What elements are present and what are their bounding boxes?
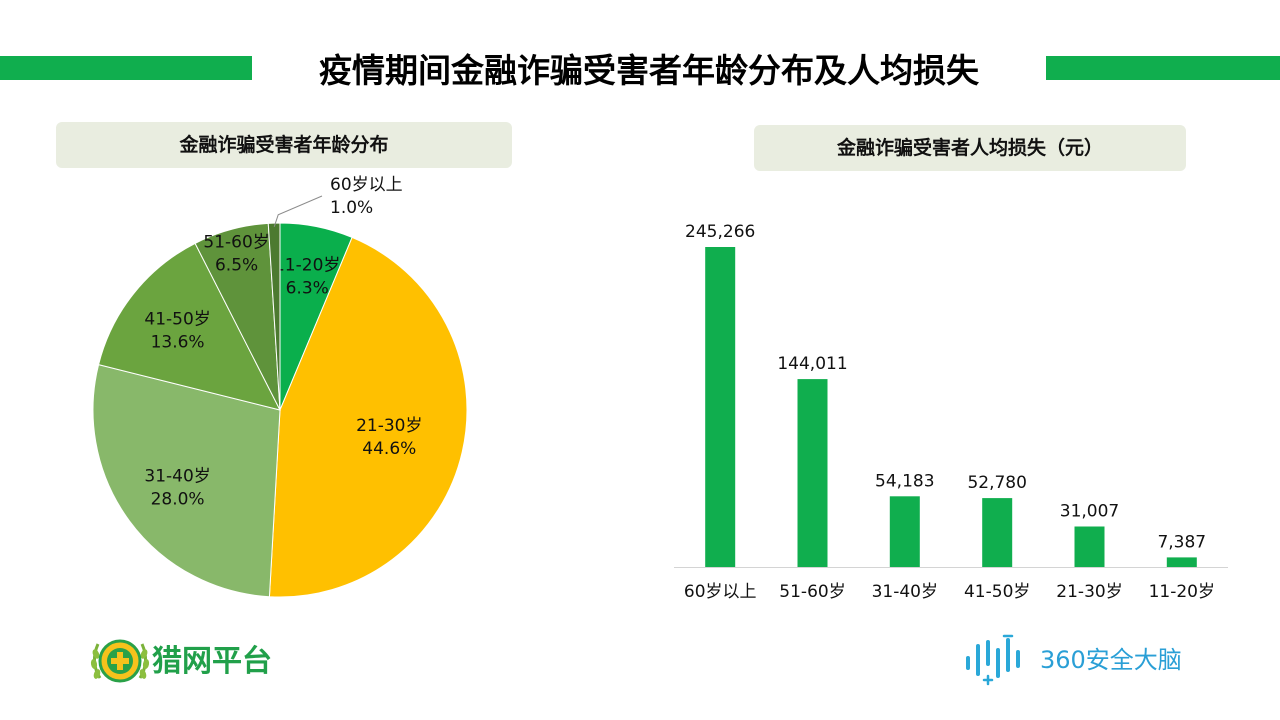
bar-value-label-31-40: 54,183 (875, 471, 934, 491)
bar-category-label-41-50: 41-50岁 (964, 582, 1030, 602)
pie-value-31-40: 28.0% (151, 489, 205, 509)
pie-value-11-20: 6.3% (286, 278, 329, 298)
pie-value-21-30: 44.6% (362, 439, 416, 459)
bar-31-40 (889, 496, 920, 567)
title-bar-right-decoration (1046, 56, 1280, 80)
pie-label-21-30: 21-30岁 (356, 416, 422, 436)
pie-slice-31-40 (92, 364, 281, 598)
bar-11-20 (1166, 557, 1197, 567)
brain-logo-text: 360安全大脑 (1040, 646, 1182, 674)
bar-60-plus (705, 247, 736, 567)
pie-slice-41-50 (97, 242, 281, 411)
bar-category-label-51-60: 51-60岁 (779, 582, 845, 602)
pie-label-51-60: 51-60岁 (203, 232, 269, 252)
pie-value-41-50: 13.6% (151, 333, 205, 353)
pie-leader-line-60-plus (273, 195, 323, 227)
bar-category-label-31-40: 31-40岁 (872, 582, 938, 602)
pie-label-11-20: 11-20岁 (274, 255, 340, 275)
bar-51-60 (797, 379, 828, 567)
pie-chart: 11-20岁 6.3% 21-30岁 44.6% 31-40岁 28.0% 41-50岁 13… (92, 175, 468, 598)
title-bar-left-decoration (0, 56, 252, 80)
pie-value-60-plus: 1.0% (330, 198, 373, 218)
bar-chart-title: 金融诈骗受害者人均损失（元） (754, 125, 1186, 171)
pie-chart-title: 金融诈骗受害者年龄分布 (56, 122, 512, 168)
bar-category-label-21-30: 21-30岁 (1056, 582, 1122, 602)
bar-value-label-11-20: 7,387 (1157, 532, 1206, 552)
brain-logo-icon (966, 634, 1020, 686)
pie-label-41-50: 41-50岁 (144, 310, 210, 330)
bar-chart: 245,266 60岁以上 144,011 51-60岁 54,183 31-40岁 52,… (674, 222, 1228, 602)
pie-value-51-60: 6.5% (215, 255, 258, 275)
bar-category-label-11-20: 11-20岁 (1149, 582, 1215, 602)
bar-category-label-60-plus: 60岁以上 (684, 582, 757, 602)
bar-value-label-21-30: 31,007 (1060, 502, 1119, 522)
bar-value-label-51-60: 144,011 (777, 354, 847, 374)
lieWang-logo-icon (90, 639, 150, 683)
page-title: 疫情期间金融诈骗受害者年龄分布及人均损失 (319, 51, 979, 90)
pie-slice-21-30 (268, 236, 468, 598)
pie-label-31-40: 31-40岁 (144, 466, 210, 486)
lieWang-logo-text: 猎网平台 (152, 644, 272, 679)
bar-value-label-60-plus: 245,266 (685, 222, 755, 242)
bar-21-30 (1074, 526, 1105, 567)
bar-value-label-41-50: 52,780 (967, 473, 1026, 493)
pie-slice-60-plus (267, 222, 281, 411)
bar-41-50 (982, 498, 1013, 567)
pie-label-60-plus: 60岁以上 (330, 175, 403, 195)
